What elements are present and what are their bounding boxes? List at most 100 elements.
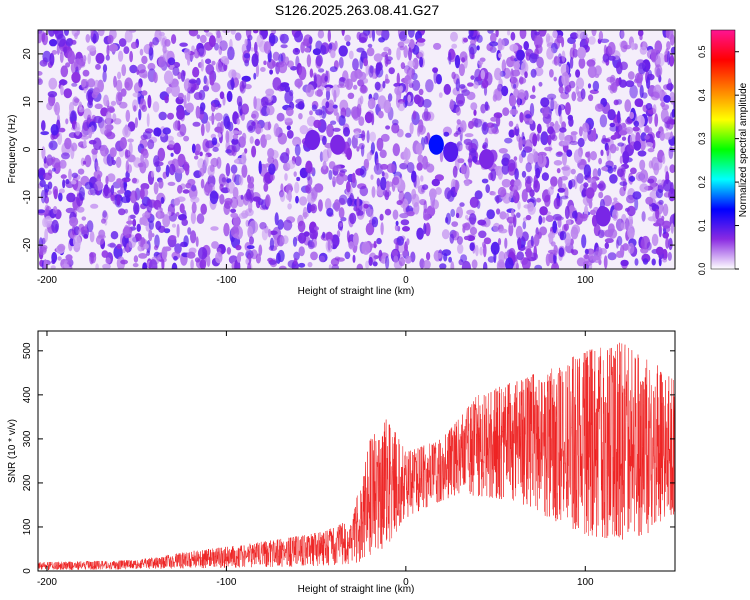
heatmap-cell — [566, 149, 573, 157]
heatmap-cell — [338, 56, 344, 69]
heatmap-cell — [395, 242, 399, 253]
heatmap-cell — [445, 212, 451, 225]
heatmap-cell — [161, 257, 165, 269]
heatmap-cell — [298, 113, 303, 120]
heatmap-cell — [607, 252, 617, 261]
heatmap-cell — [572, 210, 578, 219]
heatmap-cell — [529, 189, 535, 198]
heatmap-cell — [217, 133, 222, 138]
heatmap-cell — [384, 54, 389, 67]
heatmap-y-tick-label: 20 — [22, 48, 33, 60]
heatmap-cell — [225, 149, 232, 154]
heatmap-cell — [490, 32, 497, 44]
heatmap-cell — [547, 134, 552, 146]
heatmap-cell — [230, 30, 236, 35]
heatmap-cell — [457, 243, 464, 254]
heatmap-cell — [397, 101, 406, 112]
heatmap-cell — [101, 250, 109, 258]
heatmap-cell — [238, 175, 244, 186]
heatmap-cell — [473, 109, 477, 116]
heatmap-cell — [38, 78, 43, 85]
heatmap-cell — [570, 226, 579, 240]
heatmap-cell — [118, 50, 124, 62]
heatmap-cell — [179, 123, 187, 136]
heatmap-cell — [65, 254, 73, 261]
heatmap-cell — [584, 248, 589, 255]
heatmap-cell — [544, 194, 551, 207]
heatmap-cell — [549, 69, 554, 78]
heatmap-cell — [418, 88, 424, 96]
heatmap-cell — [592, 168, 598, 180]
heatmap-cell — [383, 99, 392, 114]
heatmap-cell — [309, 68, 314, 78]
heatmap-cell — [179, 203, 185, 214]
heatmap-cell — [83, 88, 87, 94]
heatmap-cell — [141, 90, 148, 96]
heatmap-cell — [494, 67, 502, 81]
snr-panel: -200 -100 0 100 0 100 200 300 400 500 Height of … — [7, 330, 676, 595]
heatmap-cell — [294, 155, 302, 167]
heatmap-cell — [438, 92, 443, 98]
heatmap-cell — [193, 92, 203, 100]
heatmap-cell — [476, 34, 483, 43]
heatmap-cell — [283, 117, 293, 123]
heatmap-cell — [286, 130, 294, 139]
heatmap-cell — [662, 258, 668, 263]
heatmap-cell — [65, 62, 71, 68]
heatmap-cell — [211, 241, 219, 249]
heatmap-cell — [166, 211, 172, 217]
heatmap-cell — [518, 136, 523, 151]
heatmap-y-tick-label: 10 — [22, 96, 33, 108]
heatmap-cell — [535, 44, 539, 49]
heatmap-cell — [88, 126, 93, 139]
heatmap-cell — [350, 70, 358, 83]
heatmap-cell — [616, 250, 624, 258]
heatmap-cell — [251, 145, 257, 158]
heatmap-cell — [629, 111, 635, 120]
heatmap-cell — [497, 168, 503, 180]
heatmap-cell — [261, 228, 268, 241]
heatmap-cell — [231, 77, 235, 91]
heatmap-cell — [486, 209, 496, 220]
heatmap-cell — [595, 246, 603, 257]
heatmap-cell — [670, 223, 674, 234]
heatmap-cell — [450, 261, 455, 269]
heatmap-cell — [508, 95, 517, 107]
colorbar-tick-label: 0.4 — [697, 89, 707, 102]
heatmap-cell — [367, 43, 373, 48]
heatmap-cell — [591, 30, 597, 37]
heatmap-cell — [238, 212, 248, 219]
heatmap-cell — [463, 235, 470, 241]
heatmap-cell — [559, 230, 567, 241]
heatmap-cell — [44, 215, 52, 228]
heatmap-cell — [148, 220, 154, 230]
heatmap-cell — [465, 214, 469, 220]
heatmap-cell — [600, 149, 604, 156]
heatmap-cell — [645, 103, 653, 111]
heatmap-cell — [576, 257, 586, 267]
heatmap-cell — [173, 255, 178, 261]
heatmap-cell — [162, 127, 171, 135]
heatmap-cell — [521, 61, 529, 75]
heatmap-cell — [163, 70, 174, 85]
heatmap-cell — [496, 208, 501, 215]
heatmap-cell — [95, 263, 99, 269]
heatmap-cell — [329, 66, 338, 73]
heatmap-cell — [647, 216, 657, 222]
heatmap-cell — [247, 262, 252, 269]
snr-y-tick-label: 100 — [22, 518, 33, 535]
heatmap-cell — [455, 93, 465, 107]
heatmap-cell — [564, 205, 570, 219]
heatmap-cell — [360, 144, 365, 157]
colorbar-frame — [710, 29, 736, 270]
heatmap-y-axis: -20 -10 0 10 20 — [22, 48, 675, 252]
heatmap-cell — [513, 156, 518, 161]
heatmap-cell — [359, 95, 364, 105]
heatmap-cell — [199, 34, 207, 44]
heatmap-cell — [455, 130, 461, 135]
heatmap-cell — [38, 30, 43, 44]
heatmap-cell — [236, 253, 242, 263]
heatmap-cell — [441, 229, 450, 240]
heatmap-cell — [320, 45, 327, 55]
heatmap-cell — [297, 220, 306, 233]
